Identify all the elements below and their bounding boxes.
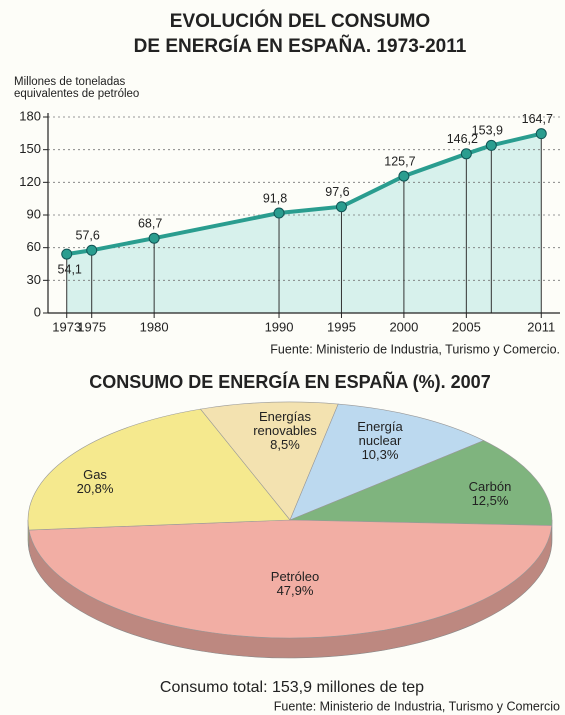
x-tick-label: 2005	[452, 319, 481, 334]
x-tick-label: 1995	[327, 319, 356, 334]
slice-label: Gas	[83, 467, 107, 482]
data-label: 54,1	[58, 262, 82, 276]
y-tick-label: 0	[34, 304, 41, 319]
slice-value: 8,5%	[270, 437, 300, 452]
y-axis-label: Millones de toneladas	[14, 76, 125, 88]
annotation: Consumo total: 153,9 millones de tep	[160, 679, 424, 696]
x-tick-label: 1980	[140, 319, 169, 334]
slice-value: 20,8%	[76, 481, 114, 496]
chart-title: CONSUMO DE ENERGÍA EN ESPAÑA (%). 2007	[89, 371, 490, 392]
y-tick-label: 120	[19, 174, 41, 189]
y-tick-label: 60	[27, 239, 41, 254]
pie-slice	[289, 440, 553, 526]
data-label: 146,2	[447, 132, 478, 146]
source: Fuente: Ministerio de Industria, Turismo…	[270, 342, 560, 356]
point	[273, 207, 285, 219]
point	[398, 170, 410, 182]
chart-title: DE ENERGÍA EN ESPAÑA. 1973-2011	[134, 35, 467, 57]
pie-slice	[199, 401, 339, 521]
point	[460, 148, 472, 160]
y-tick-label: 90	[27, 206, 41, 221]
data-label: 57,6	[76, 229, 100, 243]
pie-slice	[289, 403, 485, 521]
x-tick-label: 2011	[527, 319, 555, 334]
point	[148, 232, 160, 244]
slice-label: Energía nuclear	[357, 419, 403, 448]
data-label: 164,7	[522, 112, 553, 126]
slice-value: 12,5%	[471, 493, 509, 508]
slice-label: Carbón	[468, 479, 512, 494]
x-tick-label: 2000	[389, 319, 418, 334]
slice-value: 47,9%	[276, 583, 314, 598]
y-tick-label: 180	[19, 108, 41, 123]
x-tick-label: 1973	[52, 319, 81, 334]
data-label: 68,7	[138, 216, 162, 230]
slice-label: Petróleo	[270, 569, 320, 584]
slice-label: Energías renovables	[253, 409, 317, 438]
data-label: 125,7	[384, 154, 415, 168]
chart-title: EVOLUCIÓN DEL CONSUMO	[170, 10, 430, 32]
point	[61, 248, 73, 260]
x-tick-label: 1990	[265, 319, 294, 334]
area	[66, 133, 542, 313]
y-tick-label: 30	[27, 272, 41, 287]
point	[535, 128, 547, 140]
source: Fuente: Ministerio de Industria, Turismo…	[274, 699, 560, 713]
slice-value: 10,3%	[361, 447, 399, 462]
point	[485, 139, 497, 151]
y-axis-label: equivalentes de petróleo	[14, 88, 139, 100]
data-label: 91,8	[263, 191, 287, 205]
point	[86, 244, 98, 256]
x-tick-label: 1975	[77, 319, 106, 334]
data-label: 153,9	[472, 124, 503, 138]
pie-slice	[28, 519, 553, 639]
y-tick-label: 150	[19, 141, 41, 156]
data-label: 97,6	[325, 185, 349, 199]
pie-slice	[27, 408, 291, 531]
point	[335, 201, 347, 213]
